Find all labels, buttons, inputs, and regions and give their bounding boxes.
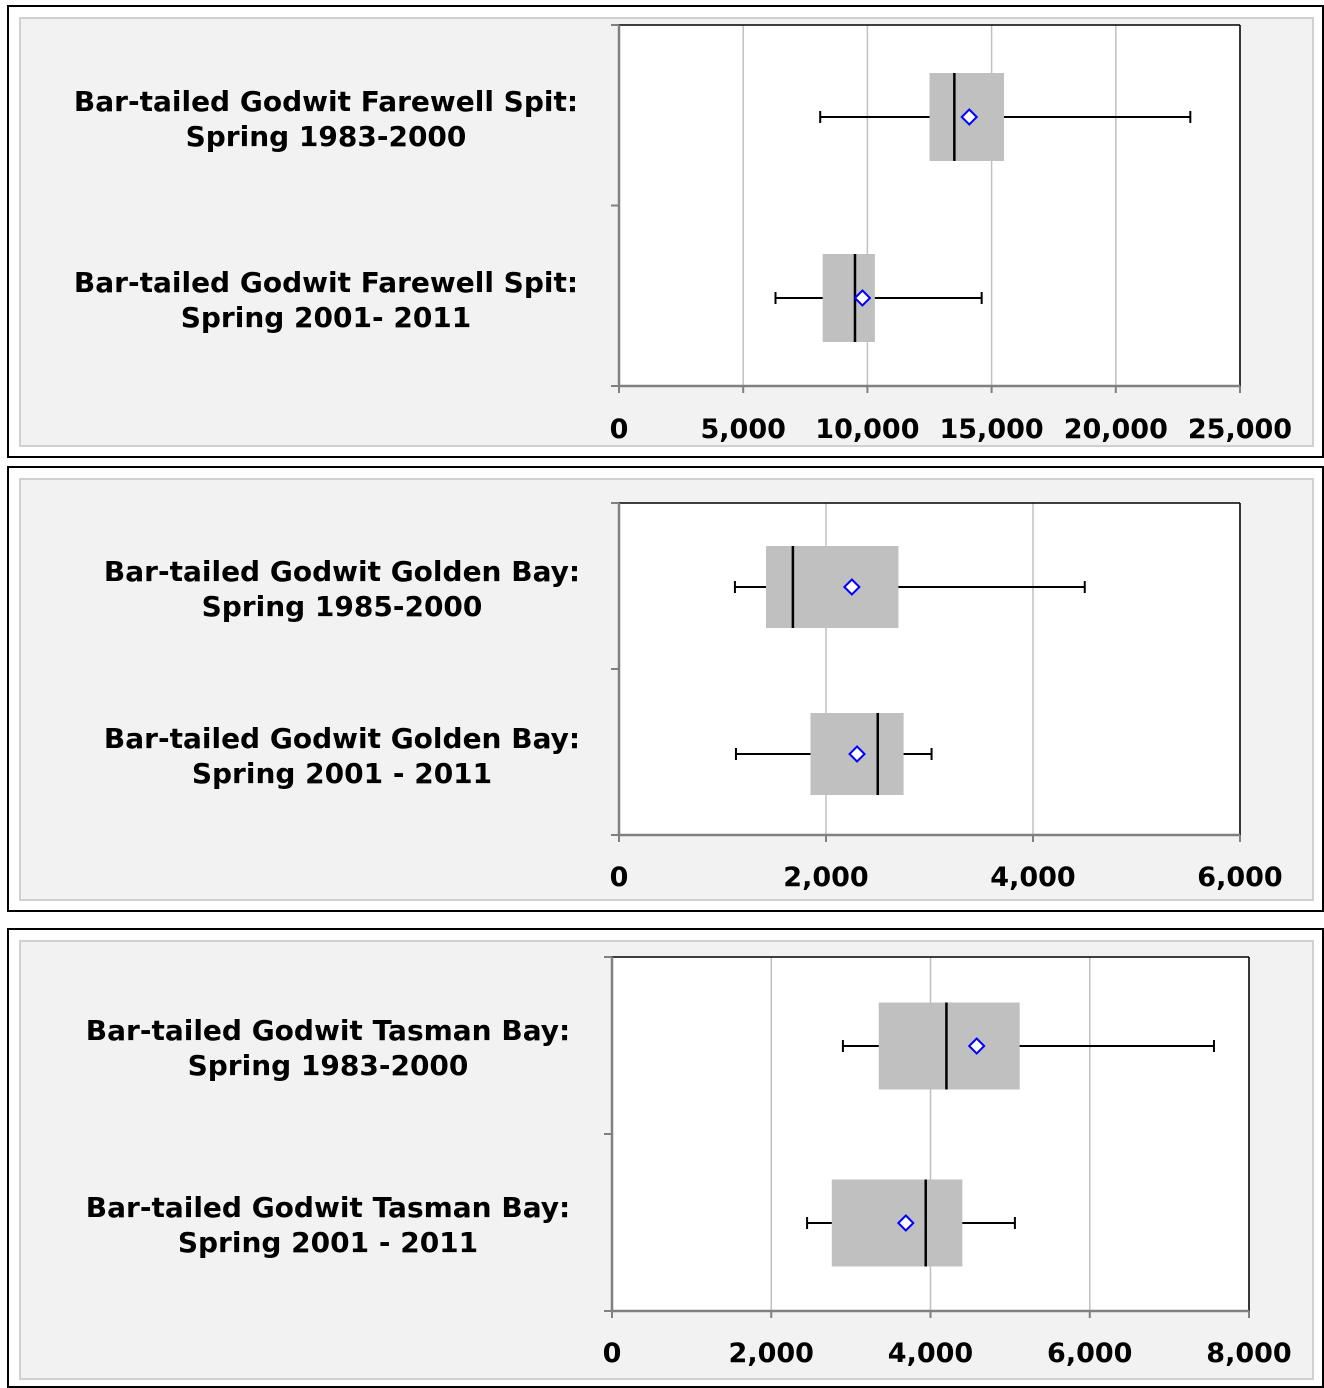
mean-marker: [967, 1037, 986, 1055]
box-series-2: [774, 254, 983, 342]
category-label-line: Spring 2001 - 2011: [178, 1226, 478, 1259]
plot-area: [619, 503, 1240, 835]
x-tick-label: 20,000: [1064, 414, 1168, 445]
category-label: Bar-tailed Godwit Tasman Bay: Spring 2001…: [86, 1191, 570, 1259]
boxplot-chart-1: 0 5,000 10,000 15,000 20,000 25,000 Bar-tailed…: [74, 24, 1292, 445]
category-label-line: Spring 1983-2000: [188, 1049, 469, 1082]
category-label: Bar-tailed Godwit Tasman Bay: Spring 1983…: [86, 1014, 570, 1082]
x-tick-label: 25,000: [1188, 414, 1292, 445]
category-label-line: Bar-tailed Godwit Farewell Spit:: [74, 266, 578, 299]
category-label: Bar-tailed Godwit Farewell Spit: Spring 2…: [74, 266, 578, 334]
box-series-1: [733, 546, 1086, 628]
iqr-box: [878, 1002, 1020, 1090]
category-label-line: Spring 2001- 2011: [181, 301, 472, 334]
box-series-1: [841, 1002, 1215, 1090]
category-label: Bar-tailed Godwit Golden Bay: Spring 2001…: [104, 722, 580, 790]
x-tick-label: 2,000: [783, 862, 868, 893]
category-label-line: Bar-tailed Godwit Tasman Bay:: [86, 1014, 570, 1047]
category-label-line: Bar-tailed Godwit Golden Bay:: [104, 722, 580, 755]
iqr-box: [765, 546, 899, 628]
x-tick-label: 4,000: [888, 1338, 973, 1369]
box-series-1: [819, 73, 1192, 161]
x-tick-label: 6,000: [1047, 1338, 1132, 1369]
mean-marker: [848, 745, 866, 763]
x-tick-label: 2,000: [729, 1338, 814, 1369]
boxplot-chart-2: 0 2,000 4,000 6,000 Bar-tailed Godwit Golden…: [104, 502, 1283, 893]
category-label: Bar-tailed Godwit Farewell Spit: Spring 1…: [74, 85, 578, 153]
mean-marker: [896, 1214, 915, 1232]
mean-marker: [853, 289, 872, 307]
x-tick-label: 10,000: [815, 414, 919, 445]
x-tick-label: 6,000: [1197, 862, 1282, 893]
x-tick-label: 15,000: [939, 414, 1043, 445]
x-tick-label: 0: [610, 862, 629, 893]
category-label-line: Spring 1985-2000: [202, 590, 483, 623]
x-tick-label: 0: [610, 414, 629, 445]
category-label-line: Bar-tailed Godwit Farewell Spit:: [74, 85, 578, 118]
category-label-line: Spring 1983-2000: [186, 120, 467, 153]
category-label-line: Bar-tailed Godwit Tasman Bay:: [86, 1191, 570, 1224]
box-series-2: [806, 1179, 1016, 1267]
mean-marker: [842, 578, 861, 596]
category-label-line: Spring 2001 - 2011: [192, 757, 492, 790]
x-tick-label: 8,000: [1206, 1338, 1291, 1369]
box-series-2: [734, 713, 933, 795]
x-tick-label: 4,000: [990, 862, 1075, 893]
category-label-line: Bar-tailed Godwit Golden Bay:: [104, 555, 580, 588]
x-tick-label: 5,000: [700, 414, 785, 445]
x-tick-label: 0: [603, 1338, 622, 1369]
mean-marker: [960, 108, 979, 126]
boxplot-chart-3: 0 2,000 4,000 6,000 8,000 Bar-tailed Godwit T…: [86, 956, 1292, 1369]
category-label: Bar-tailed Godwit Golden Bay: Spring 1985…: [104, 555, 580, 623]
